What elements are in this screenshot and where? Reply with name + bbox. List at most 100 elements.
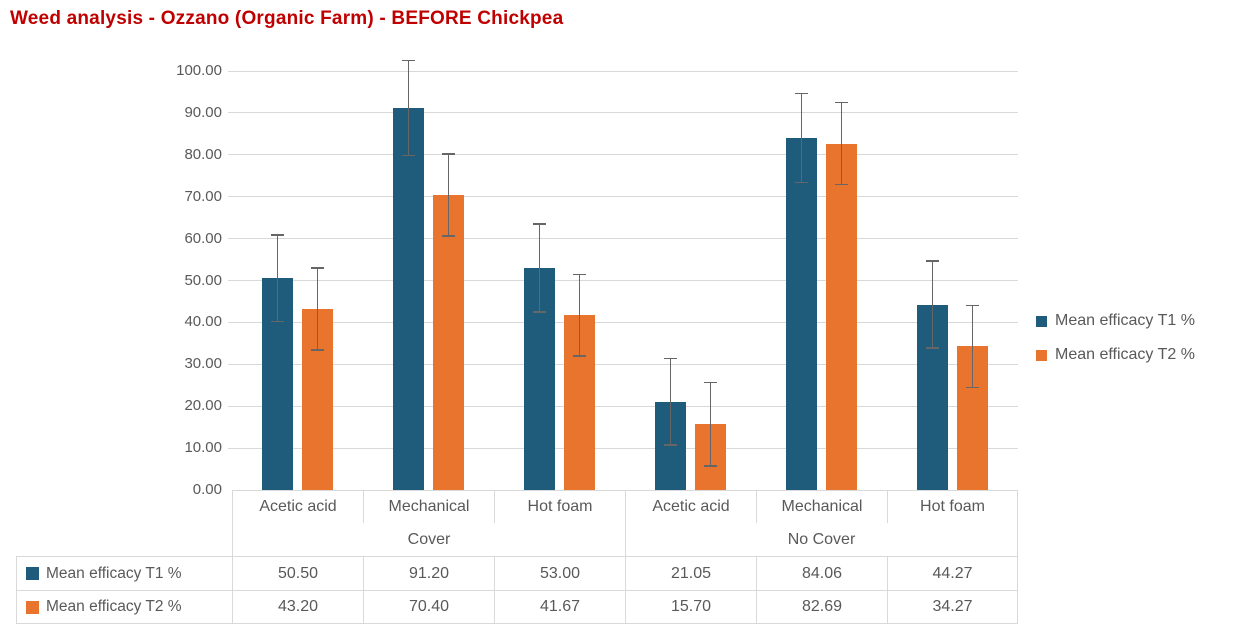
error-bar-cap-bottom (926, 347, 939, 349)
error-bar (795, 92, 808, 184)
error-bar (533, 223, 546, 313)
gridline (228, 112, 1018, 114)
bar-t1 (393, 107, 424, 490)
error-bar-cap-top (402, 59, 415, 62)
group-cell: No Cover (625, 523, 1018, 556)
error-bar-cap-top (664, 357, 677, 360)
row-header-cell: Mean efficacy T2 % (16, 590, 232, 624)
error-bar-line (709, 381, 712, 467)
error-bar-cap-top (533, 223, 546, 225)
y-axis-tick-label: 10.00 (184, 439, 222, 457)
legend-color-swatch-icon (1036, 315, 1047, 327)
value-cell: 15.70 (625, 590, 756, 624)
error-bar-cap-bottom (533, 311, 546, 313)
gridline (228, 321, 1018, 323)
category-cell: Hot foam (494, 490, 625, 523)
error-bar-cap-bottom (704, 465, 717, 467)
error-bar-cap-top (271, 234, 284, 236)
legend-item: Mean efficacy T1 % (1036, 310, 1195, 332)
legend-color-swatch-icon (1036, 349, 1047, 361)
error-bar (664, 357, 677, 446)
y-axis-tick-label: 0.00 (192, 481, 222, 498)
error-bar-line (538, 223, 541, 313)
error-bar-cap-top (704, 381, 717, 384)
error-bar-cap-bottom (442, 235, 455, 237)
value-cell: 91.20 (363, 556, 494, 590)
error-bar-cap-bottom (966, 386, 979, 389)
gridline (228, 196, 1018, 198)
y-axis-tick-label: 30.00 (184, 355, 222, 373)
gridline (228, 405, 1018, 407)
error-bar-cap-top (573, 273, 586, 276)
error-bar-line (578, 273, 581, 357)
error-bar (573, 273, 586, 357)
gridline (228, 70, 1018, 72)
value-cell: 84.06 (756, 556, 887, 590)
error-bar-line (931, 260, 934, 349)
bar-t2 (433, 195, 464, 490)
y-axis-tick-label: 100.00 (176, 62, 222, 79)
error-bar-line (316, 267, 319, 351)
bar-t2 (826, 143, 857, 490)
value-cell: 50.50 (232, 556, 363, 590)
legend-item: Mean efficacy T2 % (1036, 344, 1195, 366)
data-table: Acetic acid Mechanical Hot foam Acetic acid… (16, 490, 1018, 624)
bar-t1 (786, 137, 817, 490)
error-bar-cap-bottom (311, 349, 324, 351)
legend-label: Mean efficacy T2 % (1055, 346, 1195, 363)
error-bar (402, 59, 415, 157)
error-bar (442, 153, 455, 237)
y-axis-tick-label: 50.00 (184, 271, 222, 289)
value-cell: 70.40 (363, 590, 494, 624)
error-bar-cap-top (795, 92, 808, 95)
value-cell: 44.27 (887, 556, 1018, 590)
error-bar (926, 260, 939, 349)
plot-area (232, 59, 1018, 490)
value-cell: 41.67 (494, 590, 625, 624)
y-axis-tick-label: 80.00 (184, 145, 222, 163)
gridline (228, 363, 1018, 365)
error-bar-line (669, 357, 672, 446)
legend-key-icon (26, 600, 39, 614)
row-header-cell: Mean efficacy T1 % (16, 556, 232, 590)
error-bar-cap-bottom (402, 154, 415, 157)
gridline (228, 280, 1018, 281)
gridline (228, 447, 1018, 449)
error-bar-cap-bottom (795, 181, 808, 184)
value-cell: 43.20 (232, 590, 363, 624)
error-bar-line (447, 153, 450, 237)
error-bar (271, 234, 284, 323)
error-bar-line (276, 234, 279, 323)
error-bar-cap-bottom (271, 320, 284, 323)
error-bar-cap-bottom (664, 444, 677, 446)
error-bar-cap-top (926, 260, 939, 262)
value-cell: 21.05 (625, 556, 756, 590)
y-axis-tick-label: 60.00 (184, 229, 222, 247)
error-bar-line (407, 59, 410, 157)
group-cell: Cover (232, 523, 625, 556)
error-bar (311, 267, 324, 351)
category-cell: Acetic acid (232, 490, 363, 523)
error-bar-cap-top (442, 153, 455, 155)
error-bar-cap-top (966, 304, 979, 307)
category-cell: Mechanical (363, 490, 494, 523)
error-bar (704, 381, 717, 467)
category-cell: Mechanical (756, 490, 887, 523)
legend-label: Mean efficacy T1 % (1055, 312, 1195, 329)
row-header-label: Mean efficacy T2 % (46, 598, 182, 615)
value-cell: 53.00 (494, 556, 625, 590)
value-cell: 82.69 (756, 590, 887, 624)
value-cell: 34.27 (887, 590, 1018, 624)
error-bar (966, 304, 979, 389)
row-header-label: Mean efficacy T1 % (46, 564, 182, 582)
error-bar-cap-top (835, 101, 848, 104)
error-bar (835, 101, 848, 186)
error-bar-line (971, 304, 974, 389)
chart-title: Weed analysis - Ozzano (Organic Farm) - … (10, 8, 564, 29)
y-axis-tick-label: 90.00 (184, 103, 222, 121)
y-axis-tick-label: 20.00 (184, 397, 222, 415)
category-cell: Acetic acid (625, 490, 756, 523)
error-bar-cap-bottom (573, 355, 586, 357)
gridline (228, 154, 1018, 156)
